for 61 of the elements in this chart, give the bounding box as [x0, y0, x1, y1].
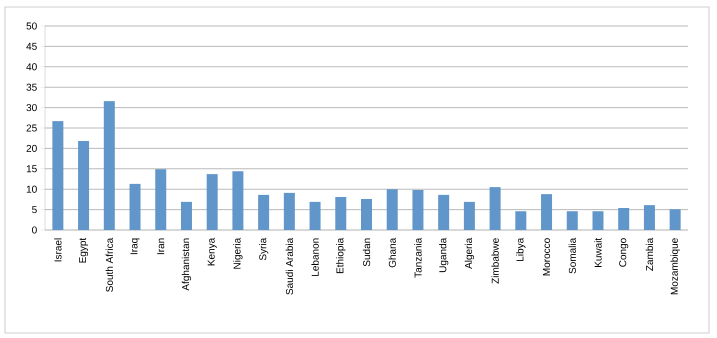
x-tick-label: Libya — [516, 238, 526, 261]
y-tick-label: 30 — [26, 104, 37, 112]
x-tick-label: Congo — [619, 238, 628, 267]
x-tick-label: Ghana — [388, 238, 396, 268]
y-tick-label: 10 — [26, 186, 37, 193]
x-tick-label: Saudi Arabia — [286, 238, 294, 295]
x-tick-label: Kenya — [208, 238, 217, 266]
bar — [52, 121, 64, 230]
x-tick-label: Zambia — [646, 238, 654, 271]
y-tick-label: 45 — [26, 42, 37, 50]
bar — [566, 211, 578, 230]
bar — [155, 169, 166, 230]
x-tick-label: South Africa — [106, 238, 113, 292]
x-tick-label: Iraq — [130, 238, 140, 254]
bar — [335, 196, 346, 230]
x-tick-label: Uganda — [439, 238, 448, 272]
x-tick-label: Afghanistan — [182, 238, 192, 291]
x-tick-label: Tanzania — [414, 238, 422, 278]
bar — [490, 187, 501, 230]
bar — [258, 194, 270, 230]
x-tick-label: Zimbabwe — [491, 238, 499, 284]
bar — [180, 202, 192, 230]
bar — [310, 202, 321, 230]
x-tick-label: Iran — [157, 238, 164, 254]
bar — [541, 194, 552, 230]
x-tick-label: Sudan — [362, 238, 370, 266]
y-tick-label: 40 — [26, 63, 37, 70]
y-tick-label: 25 — [26, 124, 37, 132]
bar — [618, 208, 630, 230]
bar — [284, 192, 295, 230]
bar — [644, 205, 655, 230]
y-tick-label: 15 — [26, 165, 37, 172]
bar — [464, 202, 475, 230]
bar — [592, 211, 604, 230]
bar — [78, 141, 90, 230]
y-tick-label: 20 — [26, 144, 37, 152]
y-tick-label: 50 — [26, 22, 37, 30]
bar — [438, 194, 450, 230]
x-tick-label: Ethiopia — [336, 238, 346, 274]
bar — [361, 198, 372, 230]
bar — [130, 184, 141, 230]
x-tick-label: Somalia — [568, 238, 576, 274]
x-tick-label: Kuwait — [594, 238, 602, 267]
bar — [206, 174, 218, 230]
y-tick-label: 0 — [32, 226, 37, 234]
bar — [104, 101, 115, 230]
x-tick-label: Mozambique — [670, 238, 680, 294]
y-tick-label: 5 — [32, 206, 37, 214]
bar — [412, 190, 424, 230]
x-tick-label: Nigeria — [233, 238, 243, 269]
bar — [515, 211, 526, 230]
bar — [232, 171, 244, 230]
x-tick-label: Algeria — [464, 238, 474, 269]
bar — [386, 189, 398, 230]
x-tick-label: Egypt — [79, 238, 88, 263]
bar — [670, 209, 681, 230]
x-tick-label: Lebanon — [311, 238, 319, 276]
x-tick-label: Israel — [54, 238, 62, 262]
x-tick-label: Syria — [258, 238, 268, 260]
x-tick-label: Morocco — [543, 238, 550, 276]
y-tick-label: 35 — [26, 84, 37, 91]
